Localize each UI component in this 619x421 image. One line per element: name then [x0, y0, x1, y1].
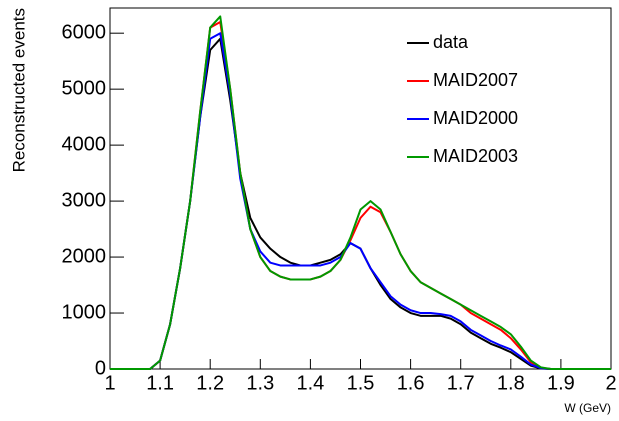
legend-label: MAID2003: [433, 146, 518, 166]
legend-label: data: [433, 32, 469, 52]
series-line: [110, 37, 611, 370]
legend-label: MAID2007: [433, 70, 518, 90]
x-tick-label: 2: [605, 372, 616, 394]
y-axis-title: Reconstructed events: [9, 8, 28, 172]
y-tick-label: 4000: [62, 133, 107, 155]
x-axis-title: W (GeV): [564, 401, 611, 415]
legend-label: MAID2000: [433, 108, 518, 128]
y-tick-label: 2000: [62, 245, 107, 267]
x-tick-label: 1.7: [447, 372, 475, 394]
x-tick-label: 1.8: [497, 372, 525, 394]
x-tick-label: 1.6: [397, 372, 425, 394]
x-tick-label: 1.9: [547, 372, 575, 394]
x-tick-label: 1: [104, 372, 115, 394]
series-line: [110, 20, 611, 370]
x-tick-label: 1.2: [196, 372, 224, 394]
x-tick-label: 1.5: [347, 372, 375, 394]
y-tick-label: 6000: [62, 21, 107, 43]
series-line: [110, 32, 611, 370]
x-tick-label: 1.4: [296, 372, 324, 394]
x-tick-label: 1.3: [246, 372, 274, 394]
x-tick-label: 1.1: [146, 372, 174, 394]
plot-frame: [109, 7, 612, 370]
series-line: [110, 15, 611, 370]
y-tick-label: 0: [95, 357, 106, 379]
y-tick-label: 5000: [62, 77, 107, 99]
y-tick-label: 3000: [62, 189, 107, 211]
y-tick-label: 1000: [62, 301, 107, 323]
